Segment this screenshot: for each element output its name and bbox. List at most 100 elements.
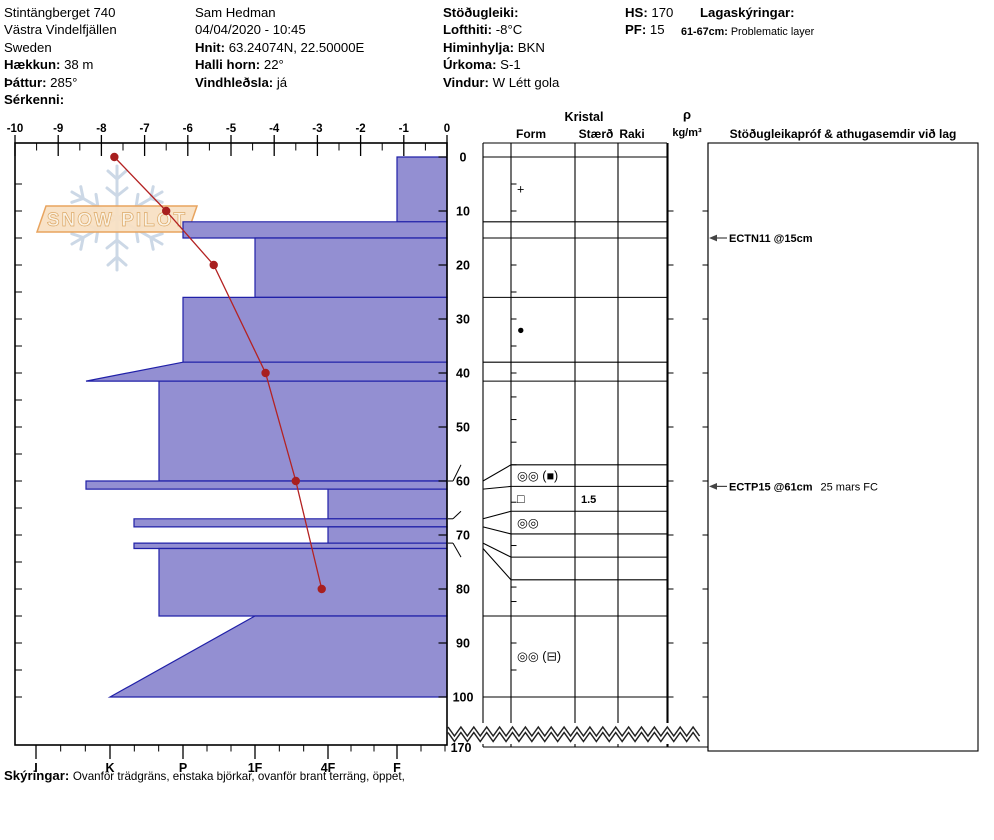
chart-line — [149, 185, 155, 200]
aspect-label: Þáttur: — [4, 74, 47, 90]
layernote-range: 61-67cm: — [681, 26, 728, 38]
grain-form-symbol: ◎◎ — [517, 516, 539, 530]
stability-line: Stöðugleiki: — [443, 4, 559, 21]
header-conditions-block: Stöðugleiki: Lofthiti: -8°C Himinhylja: … — [443, 4, 559, 91]
layernotes-label: Lagaskýringar: — [700, 5, 795, 20]
hardness-tick-label: K — [105, 761, 114, 775]
observation-datetime: 04/04/2020 - 10:45 — [195, 21, 364, 38]
depth-tick-label: 10 — [456, 204, 470, 218]
location-region: Västra Vindelfjällen — [4, 21, 117, 38]
temperature-point — [162, 206, 171, 216]
depth-tick-label: 20 — [456, 258, 470, 272]
depth-tick-label: 30 — [456, 312, 470, 326]
temperature-point — [209, 260, 218, 270]
layernotes-title: Lagaskýringar: — [700, 4, 795, 21]
rho-unit-header: kg/m³ — [672, 127, 702, 139]
grain-size-value: 1.5 — [581, 494, 596, 506]
airtemp-label: Lofthiti: — [443, 22, 493, 38]
stability-label: Stöðugleiki: — [443, 5, 519, 20]
grain-form-symbol: □ — [517, 492, 525, 506]
elevation-label: Hækkun: — [4, 57, 61, 73]
depth-tick-label: 80 — [456, 582, 470, 596]
sky-value: BKN — [517, 39, 545, 55]
density-column: ρ kg/m³ — [667, 107, 709, 751]
aspect-value: 285° — [50, 74, 78, 90]
grain-form-symbol: ● — [517, 323, 525, 337]
chart-line — [105, 186, 119, 198]
test-arrow-icon — [709, 483, 717, 490]
temperature-axis: -10 -9 -8 -7 -6 -5 -4 -3 -2 -1 0 — [7, 123, 450, 156]
snow-layer — [182, 221, 448, 239]
temp-tick-label: -4 — [269, 123, 280, 135]
chart-line — [79, 185, 85, 200]
snow-layer — [182, 296, 448, 363]
comments-label: Skýringar: — [4, 768, 70, 783]
chart-line — [115, 238, 129, 250]
temp-tick-label: -3 — [312, 123, 322, 135]
windload-label: Vindhleðsla: — [195, 74, 274, 90]
chart-line — [149, 236, 155, 251]
location-country-text: Sweden — [4, 39, 52, 55]
chart-line — [94, 192, 100, 209]
hardness-tick-label: F — [393, 761, 401, 775]
precip-line: Úrkoma: S-1 — [443, 56, 559, 73]
header-observer-block: Sam Hedman 04/04/2020 - 10:45 Hnit: 63.2… — [195, 4, 364, 91]
layer-row-line — [482, 526, 667, 535]
kristal-header: Kristal — [565, 110, 604, 124]
form-header: Form — [516, 127, 546, 141]
special-line: Sérkenni: — [4, 91, 117, 108]
hardness-tick-label: P — [179, 761, 187, 775]
precip-label: Úrkoma: — [443, 57, 497, 73]
chart-line — [115, 169, 128, 181]
depth-tick-label: 0 — [460, 150, 467, 164]
sky-label: Himinhylja: — [443, 39, 515, 55]
temp-tick-label: -10 — [7, 123, 24, 135]
observer-name-text: Sam Hedman — [195, 5, 276, 20]
hs-value: 170 — [651, 5, 674, 20]
header-location-block: Stintängberget 740 Västra Vindelfjällen … — [4, 4, 117, 108]
chart-line — [149, 232, 164, 239]
depth-tick-label: 60 — [456, 474, 470, 488]
coords-label: Hnit: — [195, 39, 226, 55]
temp-tick-label: -8 — [96, 123, 107, 135]
sky-line: Himinhylja: BKN — [443, 39, 559, 56]
temperature-point — [261, 368, 270, 378]
test-label: ECTN11 @15cm — [729, 233, 813, 245]
observation-datetime-text: 04/04/2020 - 10:45 — [195, 22, 306, 38]
temperature-point — [110, 152, 119, 162]
layernote-line: 61-67cm: Problematic layer — [681, 26, 814, 38]
slope-value: 22° — [263, 57, 284, 73]
slope-line: Halli horn: 22° — [195, 56, 364, 73]
layer-connector-mark — [448, 510, 462, 520]
depth-tick-label: 90 — [456, 636, 470, 650]
break-zigzag — [447, 731, 701, 743]
temperature-point — [291, 476, 300, 486]
snow-layer — [133, 518, 448, 528]
layer-row-line — [482, 510, 667, 520]
temp-tick-label: -2 — [355, 123, 365, 135]
coords-line: Hnit: 63.24074N, 22.50000E — [195, 39, 364, 56]
layer-connector-mark — [448, 542, 462, 558]
wetness-header: Raki — [619, 127, 644, 141]
temperature-line — [113, 156, 323, 590]
airtemp-line: Lofthiti: -8°C — [443, 21, 559, 38]
stability-column: Stöðugleikapróf & athugasemdir við lag EC… — [707, 127, 979, 752]
layer-row-line — [482, 548, 667, 581]
location-country: Sweden — [4, 39, 117, 56]
grain-form-symbol: + — [517, 183, 524, 197]
total-depth-label: 170 — [451, 741, 472, 755]
snow-layer — [254, 237, 448, 298]
footer-comments: Skýringar: Ovanför trädgräns, enstaka bj… — [4, 768, 405, 783]
stability-header: Stöðugleikapróf & athugasemdir við lag — [730, 127, 957, 141]
test-label: ECTP15 @61cm 25 mars FC — [729, 481, 878, 493]
airtemp-value: -8°C — [495, 22, 523, 38]
snow-layer — [158, 547, 448, 617]
snow-layer — [107, 615, 448, 698]
chart-line — [70, 197, 85, 204]
test-arrow-icon — [709, 234, 717, 242]
location-region-text: Västra Vindelfjällen — [4, 22, 117, 38]
depth-tick-label: 100 — [453, 690, 474, 704]
stability-test-annotation: ECTP15 @61cm 25 mars FC — [709, 481, 878, 493]
temp-tick-label: -7 — [139, 123, 149, 135]
